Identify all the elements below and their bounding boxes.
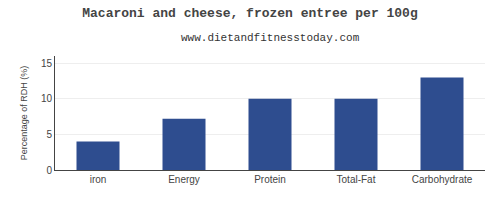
svg-text:Protein: Protein (254, 174, 286, 185)
svg-text:www.dietandfitnesstoday.com: www.dietandfitnesstoday.com (181, 32, 360, 44)
svg-text:Percentage of RDH (%): Percentage of RDH (%) (19, 66, 29, 161)
svg-text:Total-Fat: Total-Fat (337, 174, 376, 185)
svg-text:15: 15 (41, 58, 53, 69)
svg-text:Macaroni and cheese, frozen en: Macaroni and cheese, frozen entree per 1… (82, 6, 418, 21)
svg-text:iron: iron (90, 174, 107, 185)
svg-text:5: 5 (46, 129, 52, 140)
svg-text:Energy: Energy (168, 174, 200, 185)
svg-text:10: 10 (41, 93, 53, 104)
svg-text:Carbohydrate: Carbohydrate (412, 174, 473, 185)
svg-text:0: 0 (46, 165, 52, 176)
